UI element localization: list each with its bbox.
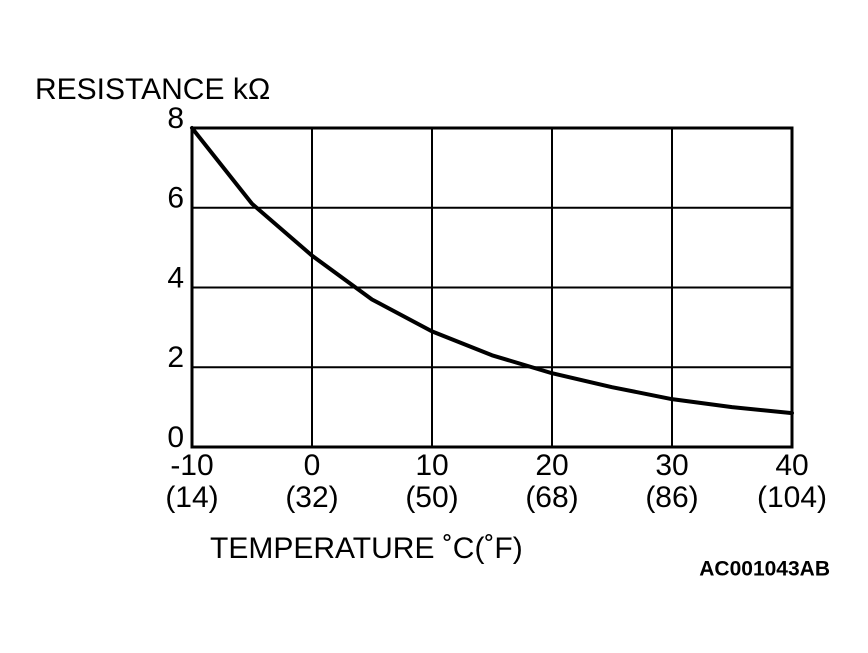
- x-tick-sublabel: (86): [645, 481, 698, 514]
- x-tick-sublabel: (14): [165, 481, 218, 514]
- y-tick-label: 8: [167, 102, 184, 135]
- x-tick-sublabel: (68): [525, 481, 578, 514]
- line: [190, 126, 794, 416]
- x-tick-label: 0: [304, 449, 321, 482]
- x-axis-label: TEMPERATURE ˚C(˚F): [210, 532, 523, 565]
- x-tick-label: 20: [535, 449, 568, 482]
- x-tick-sublabel: (104): [757, 481, 827, 514]
- x-tick-label: 30: [655, 449, 688, 482]
- x-tick-label: -10: [170, 449, 213, 482]
- chart-title: RESISTANCE kΩ: [35, 73, 270, 106]
- figure-code: AC001043AB: [699, 558, 830, 581]
- y-tick-label: 2: [167, 341, 184, 374]
- x-tick-sublabel: (32): [285, 481, 338, 514]
- x-tick-label: 10: [415, 449, 448, 482]
- plot-frame: [190, 126, 794, 449]
- x-tick-sublabel: (50): [405, 481, 458, 514]
- y-tick-label: 0: [167, 421, 184, 454]
- x-tick-label: 40: [775, 449, 808, 482]
- y-tick-label: 4: [167, 261, 184, 294]
- y-tick-label: 6: [167, 182, 184, 215]
